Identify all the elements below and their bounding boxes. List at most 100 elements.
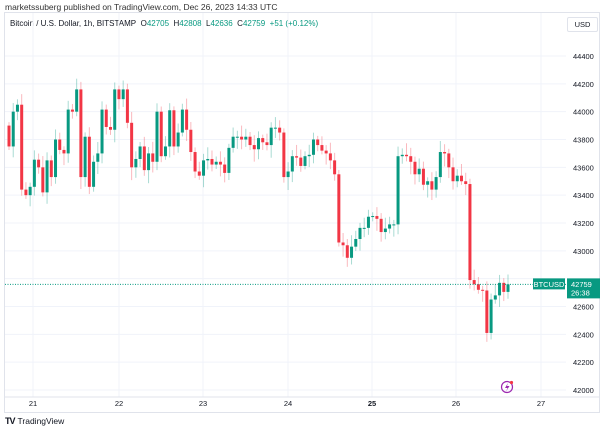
- high-value: 42808: [179, 19, 202, 28]
- last-price-box: [567, 278, 600, 299]
- candle-body: [130, 122, 134, 168]
- candle-body: [269, 127, 273, 146]
- candle-body: [163, 146, 167, 157]
- candle-body: [28, 186, 32, 196]
- candle-body: [248, 136, 252, 146]
- candle-body: [481, 289, 485, 291]
- candle-body: [295, 156, 299, 158]
- candle-body: [421, 168, 425, 185]
- candle-body: [11, 111, 15, 147]
- currency-button[interactable]: USD: [567, 17, 598, 32]
- candle-body: [231, 136, 235, 148]
- open-label: O: [140, 19, 147, 28]
- candle-body: [443, 152, 447, 154]
- candle-body: [362, 227, 366, 229]
- candle-body: [311, 139, 315, 155]
- candle-body: [506, 284, 510, 292]
- candle-body: [316, 139, 320, 146]
- candle-body: [7, 125, 11, 147]
- candle-body: [379, 218, 383, 233]
- y-tick-label: 43600: [573, 163, 594, 172]
- y-tick-label: 42600: [573, 303, 594, 312]
- candle-body: [218, 161, 222, 165]
- y-tick-label: 42400: [573, 330, 594, 339]
- candle-body: [438, 152, 442, 178]
- candle-body: [70, 109, 74, 112]
- close-label: C: [237, 19, 243, 28]
- candle-body: [121, 89, 125, 100]
- candle-body: [502, 282, 506, 292]
- candle-body: [252, 145, 256, 150]
- candle-body: [328, 153, 332, 161]
- y-tick-label: 42000: [573, 386, 594, 395]
- candle-body: [476, 284, 480, 290]
- candle-body: [405, 154, 409, 157]
- candle-body: [66, 109, 70, 154]
- candle-body: [341, 242, 345, 246]
- candle-body: [400, 154, 404, 157]
- candle-body: [75, 89, 79, 112]
- candle-body: [383, 228, 387, 233]
- candle-body: [273, 127, 277, 129]
- low-label: L: [206, 19, 211, 28]
- candle-body: [189, 129, 193, 153]
- symbol-description: Bitcoin / U.S. Dollar, 1h, BITSTAMP: [10, 19, 137, 28]
- candle-body: [472, 280, 476, 285]
- y-tick-label: 43800: [573, 136, 594, 145]
- candle-body: [409, 156, 413, 162]
- candle-body: [147, 153, 151, 171]
- x-tick-label: 27: [537, 399, 545, 408]
- candle-body: [498, 282, 502, 296]
- tradingview-brand: TradingView: [17, 416, 65, 426]
- candle-body: [388, 224, 392, 229]
- candle-body: [125, 89, 129, 123]
- candle-body: [464, 181, 468, 185]
- candle-body: [350, 246, 354, 258]
- candle-body: [54, 139, 58, 178]
- change-value: +51 (+0.12%): [269, 19, 319, 28]
- candle-body: [303, 156, 307, 166]
- notification-dot-icon: [509, 380, 514, 385]
- candle-body: [417, 168, 421, 175]
- chart-frame: [4, 12, 600, 413]
- candle-body: [15, 104, 19, 112]
- x-tick-label: 23: [199, 399, 207, 408]
- candle-body: [159, 111, 163, 157]
- high-label: H: [173, 19, 180, 28]
- candle-body: [227, 147, 231, 173]
- candle-body: [214, 161, 218, 165]
- candle-body: [447, 153, 451, 168]
- candle-body: [451, 167, 455, 182]
- candle-body: [168, 110, 172, 147]
- candle-body: [235, 136, 239, 138]
- tradingview-logo[interactable]: TV TradingView: [5, 416, 64, 426]
- candle-body: [41, 167, 45, 193]
- candle-body: [333, 160, 337, 175]
- candle-body: [257, 138, 260, 150]
- close-value: 42759: [242, 19, 266, 28]
- candle-body: [278, 127, 282, 133]
- candle-body: [96, 153, 100, 162]
- candle-body: [493, 295, 497, 300]
- candle-body: [176, 132, 180, 147]
- publisher-caption: marketssuberg published on TradingView.c…: [5, 2, 278, 12]
- candle-body: [371, 216, 375, 218]
- y-tick-label: 42200: [573, 358, 594, 367]
- y-tick-label: 44400: [573, 52, 594, 61]
- candle-body: [24, 189, 28, 196]
- countdown-label: 26:38: [571, 288, 590, 297]
- candle-body: [83, 136, 87, 178]
- candle-body: [392, 224, 396, 226]
- x-tick-label: 25: [368, 399, 376, 408]
- candle-body: [202, 160, 206, 176]
- candle-body: [265, 142, 269, 146]
- y-tick-label: 43000: [573, 247, 594, 256]
- candle-body: [92, 161, 96, 187]
- candle-body: [151, 153, 155, 162]
- candle-body: [290, 156, 294, 172]
- candle-body: [210, 158, 214, 165]
- candle-body: [455, 175, 459, 182]
- candle-body: [299, 157, 303, 166]
- candle-body: [58, 139, 62, 150]
